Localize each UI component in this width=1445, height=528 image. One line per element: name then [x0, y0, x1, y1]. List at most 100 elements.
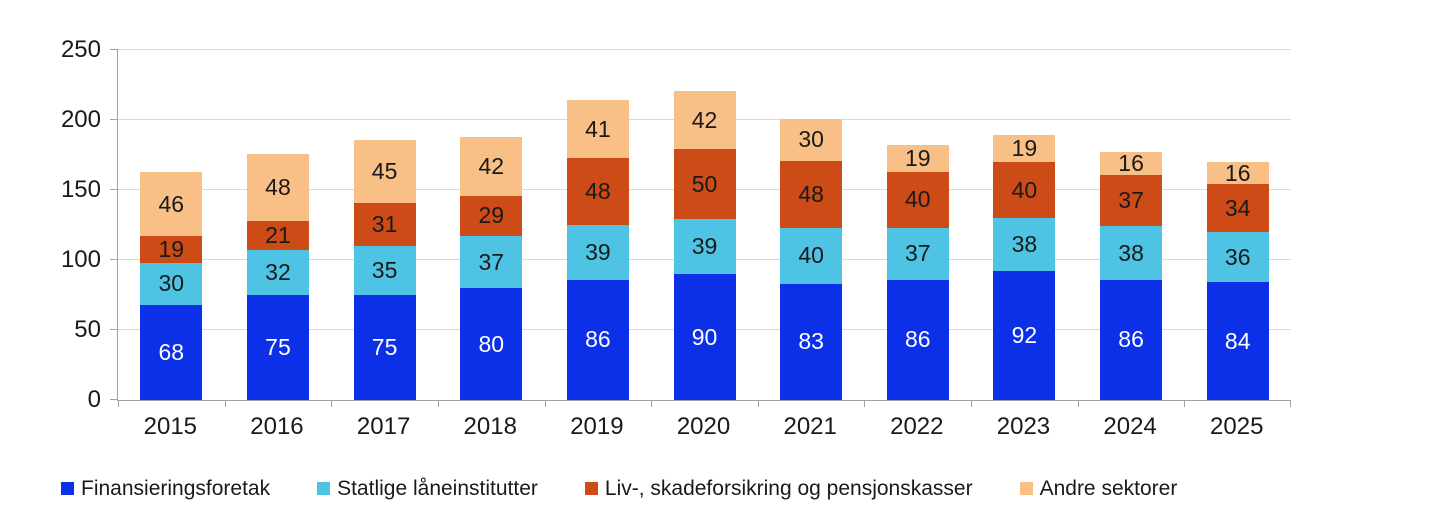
bar-value-label: 38 [1118, 239, 1144, 266]
bar-segment: 90 [673, 274, 736, 400]
legend-swatch-icon [61, 481, 74, 495]
bar-2025: 16 34 36 84 [1206, 161, 1269, 400]
x-axis-tick [331, 400, 332, 407]
bar-segment: 16 [1100, 151, 1163, 175]
x-axis-tick [438, 400, 439, 407]
bar-2022: 19 40 37 86 [886, 145, 949, 400]
legend-item: Statlige låneinstitutter [317, 478, 538, 499]
bar-segment: 16 [1206, 161, 1269, 185]
bar-slot-2017: 45 31 35 75 [331, 50, 438, 400]
y-axis-tick [110, 119, 118, 120]
y-axis-tick-label: 0 [87, 386, 101, 413]
bar-slot-2015: 46 19 30 68 [118, 50, 225, 400]
legend-swatch-icon [584, 481, 598, 495]
bar-value-label: 84 [1224, 327, 1251, 354]
bar-segment: 50 [673, 149, 736, 220]
x-axis-tick [758, 400, 759, 407]
bar-segment: 31 [353, 202, 416, 246]
bar-2015: 46 19 30 68 [140, 171, 203, 400]
bar-value-label: 30 [158, 270, 185, 297]
bar-value-label: 31 [371, 210, 398, 237]
bar-value-label: 41 [585, 115, 611, 142]
y-axis-tick-label: 150 [60, 176, 101, 203]
bar-value-label: 39 [691, 233, 718, 260]
legend-label: Finansieringsforetak [81, 476, 271, 500]
bar-value-label: 48 [585, 177, 611, 204]
y-axis-labels: 0 50 100 150 200 250 [0, 0, 101, 528]
y-axis-tick-label: 250 [60, 36, 101, 63]
bar-2018: 42 29 37 80 [460, 136, 523, 400]
x-axis-tick-label: 2025 [1210, 413, 1264, 440]
legend-label: Statlige låneinstitutter [337, 476, 538, 500]
bar-value-label: 50 [691, 170, 718, 197]
legend-label: Andre sektorer [1039, 476, 1178, 500]
bar-value-label: 48 [798, 180, 824, 207]
bar-segment: 83 [780, 283, 843, 400]
chart-legend: Finansieringsforetak Statlige låneinstitu… [61, 474, 1177, 502]
bar-slot-2020: 42 50 39 90 [651, 50, 758, 400]
bar-segment: 41 [566, 100, 629, 158]
gridline-250 [118, 49, 1291, 50]
x-axis-tick-label: 2017 [356, 413, 411, 440]
bar-segment: 86 [566, 279, 629, 400]
bar-value-label: 37 [1118, 187, 1144, 214]
bar-2023: 19 40 38 92 [993, 135, 1056, 400]
x-axis-tick [1184, 400, 1185, 407]
bar-segment: 40 [780, 227, 843, 284]
bar-segment: 48 [246, 153, 309, 221]
y-axis-tick [110, 329, 118, 330]
legend-swatch-icon [1019, 481, 1033, 495]
bar-2019: 41 48 39 86 [566, 100, 629, 400]
bar-segment: 37 [886, 227, 949, 280]
bar-segment: 68 [140, 304, 203, 400]
bar-value-label: 90 [691, 323, 718, 350]
bar-slot-2021: 30 48 40 83 [758, 50, 865, 400]
x-axis-tick-label: 2020 [676, 413, 731, 440]
bar-segment: 35 [353, 246, 416, 295]
bar-segment: 19 [886, 145, 949, 172]
x-axis-tick-label: 2024 [1103, 413, 1157, 440]
bar-value-label: 32 [265, 259, 291, 286]
bar-segment: 34 [1206, 184, 1269, 233]
bar-slot-2022: 19 40 37 86 [864, 50, 971, 400]
bar-slot-2018: 42 29 37 80 [438, 50, 545, 400]
bars-container: 46 19 30 68 48 21 32 75 45 31 35 75 42 29 37 80 41 48 39 86… [118, 50, 1291, 400]
bar-segment: 86 [886, 279, 949, 400]
bar-value-label: 36 [1224, 243, 1251, 270]
x-axis-tick-label: 2019 [570, 413, 624, 440]
bar-segment: 42 [673, 90, 736, 150]
x-axis-tick [1078, 400, 1079, 407]
plot-area: 46 19 30 68 48 21 32 75 45 31 35 75 42 29 37 80 41 48 39 86… [110, 49, 1291, 407]
bar-value-label: 83 [798, 328, 824, 355]
bar-segment: 38 [993, 218, 1056, 272]
bar-value-label: 40 [905, 186, 931, 213]
x-axis-tick [651, 400, 652, 407]
x-axis-labels: 2015 2016 2017 2018 2019 2020 2021 2022 2023 2024… [117, 413, 1290, 440]
bar-segment: 30 [780, 118, 843, 161]
bar-2021: 30 48 40 83 [780, 118, 843, 400]
legend-item: Liv-, skadeforsikring og pensjonskasser [584, 478, 973, 499]
bar-2016: 48 21 32 75 [246, 153, 309, 400]
bar-slot-2025: 16 34 36 84 [1184, 50, 1291, 400]
bar-segment: 40 [886, 171, 949, 228]
bar-value-label: 80 [478, 330, 505, 357]
y-axis-tick [110, 189, 118, 190]
bar-segment: 38 [1100, 226, 1163, 280]
bar-value-label: 35 [371, 257, 398, 283]
bar-value-label: 86 [905, 326, 931, 353]
x-axis-tick [971, 400, 972, 407]
x-axis-tick [225, 400, 226, 407]
y-axis-tick-label: 100 [60, 246, 101, 273]
bar-value-label: 40 [1011, 176, 1038, 203]
bar-value-label: 37 [478, 248, 505, 275]
y-axis-tick [110, 49, 118, 50]
bar-value-label: 38 [1011, 231, 1038, 258]
bar-value-label: 21 [265, 222, 291, 248]
x-axis-tick [118, 400, 119, 407]
bar-segment: 48 [566, 157, 629, 226]
bar-segment: 19 [993, 135, 1056, 163]
bar-slot-2024: 16 37 38 86 [1078, 50, 1185, 400]
bar-value-label: 42 [691, 106, 718, 133]
bar-slot-2016: 48 21 32 75 [225, 50, 332, 400]
bar-value-label: 68 [158, 338, 185, 365]
